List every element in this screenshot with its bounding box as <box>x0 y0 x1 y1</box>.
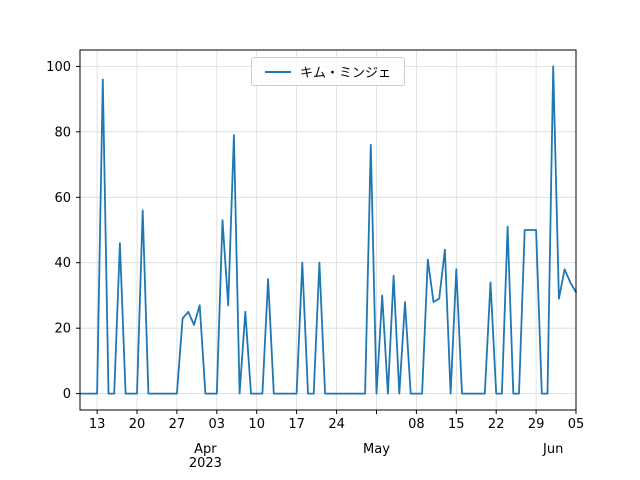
x-month-label: Jun <box>542 442 563 457</box>
x-tick-label: 29 <box>528 417 545 432</box>
legend-line-sample <box>264 70 291 73</box>
gridlines <box>80 50 577 410</box>
x-month-label: 2023 <box>189 456 222 471</box>
y-tick-label: 40 <box>54 256 71 271</box>
series-line <box>79 65 577 395</box>
x-tick-label: 27 <box>169 417 186 432</box>
y-tick-label: 20 <box>54 322 71 337</box>
x-tick-label: 20 <box>129 417 146 432</box>
x-month-label: Apr <box>194 442 217 457</box>
plot-border <box>79 49 577 411</box>
legend: キム・ミンジェ <box>250 57 406 86</box>
legend-label: キム・ミンジェ <box>299 66 392 81</box>
x-month-label: May <box>363 442 390 457</box>
axis-labels: 0 20 40 60 80 100 13 20 27 03 10 17 24 08 15 22 29 05 Apr2… <box>46 60 584 471</box>
y-tick-label: 100 <box>46 60 71 75</box>
x-tick-label: 10 <box>248 417 265 432</box>
x-tick-label: 03 <box>209 417 226 432</box>
x-tick-label: 13 <box>89 417 106 432</box>
x-tick-label: 17 <box>288 417 305 432</box>
x-tick-label: 24 <box>328 417 345 432</box>
x-tick-label: 05 <box>568 417 585 432</box>
y-tick-label: 0 <box>63 387 71 402</box>
x-tick-label: 15 <box>448 417 465 432</box>
x-tick-label: 22 <box>488 417 505 432</box>
y-tick-label: 60 <box>54 191 71 206</box>
axis-ticks <box>76 65 577 414</box>
x-tick-label: 08 <box>408 417 425 432</box>
y-tick-label: 80 <box>54 125 71 140</box>
